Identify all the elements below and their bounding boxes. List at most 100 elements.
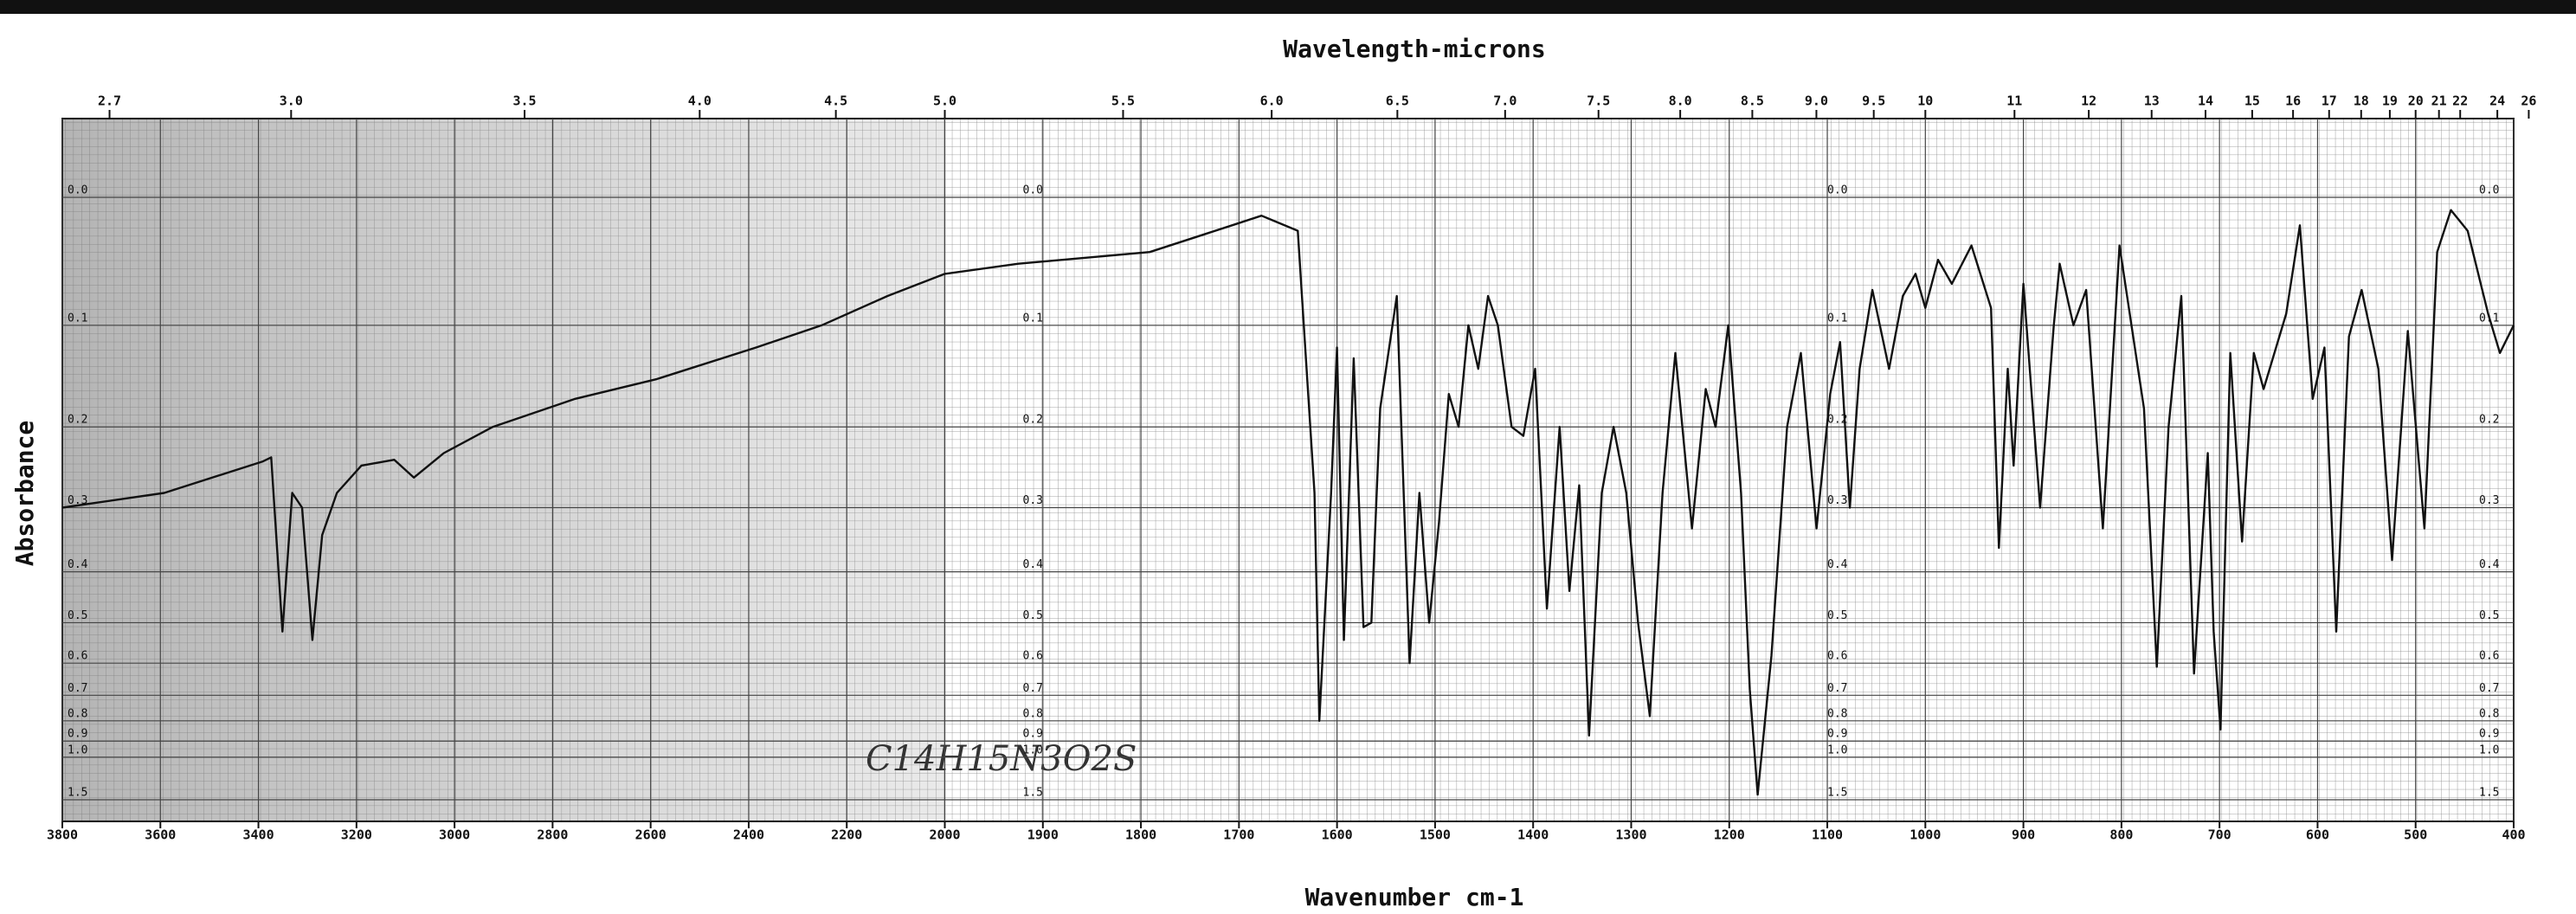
y-tick-label: 0.4 — [68, 558, 88, 571]
x2-tick-label: 18 — [2354, 93, 2369, 109]
x-tick-label: 1800 — [1125, 827, 1156, 843]
y-tick-label: 0.0 — [68, 184, 87, 197]
x2-tick-label: 26 — [2521, 93, 2536, 109]
y-tick-label: 0.1 — [68, 312, 87, 325]
x-tick-label: 2400 — [733, 827, 764, 843]
y-tick-label: 0.6 — [2479, 650, 2499, 663]
x-axis-title: Wavenumber cm-1 — [1305, 883, 1524, 911]
y-tick-label: 1.0 — [68, 743, 87, 756]
y-tick-label: 0.8 — [2479, 707, 2499, 720]
y-tick-label: 0.2 — [1827, 414, 1847, 427]
y-tick-label: 0.5 — [1023, 609, 1043, 622]
x-tick-label: 1700 — [1223, 827, 1254, 843]
x-tick-label: 1900 — [1027, 827, 1059, 843]
x-tick-label: 800 — [2109, 827, 2133, 843]
x-tick-label: 400 — [2502, 827, 2525, 843]
y-tick-label: 1.5 — [2479, 787, 2499, 800]
x-tick-label: 500 — [2404, 827, 2427, 843]
x-tick-label: 2600 — [635, 827, 667, 843]
y-tick-label: 0.0 — [1023, 184, 1043, 197]
x2-tick-label: 12 — [2081, 93, 2096, 109]
x2-tick-label: 14 — [2198, 93, 2213, 109]
x2-tick-label: 3.0 — [280, 93, 303, 109]
x-tick-label: 1300 — [1615, 827, 1646, 843]
y-tick-label: 1.0 — [1827, 743, 1847, 756]
y-tick-label: 0.6 — [1023, 650, 1043, 663]
y-tick-label: 0.2 — [1023, 414, 1043, 427]
x-tick-label: 1200 — [1714, 827, 1745, 843]
x-tick-label: 1100 — [1812, 827, 1843, 843]
x-tick-label: 1000 — [1909, 827, 1941, 843]
x-tick-label: 1600 — [1322, 827, 1353, 843]
y-tick-label: 0.2 — [2479, 414, 2499, 427]
y-tick-label: 0.9 — [2479, 728, 2499, 741]
y-tick-label: 0.8 — [1827, 707, 1847, 720]
x2-tick-label: 13 — [2144, 93, 2160, 109]
shading — [62, 119, 945, 821]
x2-tick-label: 19 — [2382, 93, 2398, 109]
x2-tick-label: 17 — [2322, 93, 2337, 109]
x2-tick-label: 4.0 — [688, 93, 712, 109]
x2-tick-label: 5.0 — [933, 93, 956, 109]
y-tick-label: 0.0 — [1827, 184, 1847, 197]
x2-tick-label: 16 — [2285, 93, 2301, 109]
y-tick-label: 0.1 — [1023, 312, 1043, 325]
y-tick-label: 0.8 — [1023, 707, 1043, 720]
x-tick-label: 2000 — [929, 827, 960, 843]
x-tick-label: 3600 — [145, 827, 176, 843]
y-tick-label: 1.5 — [1827, 787, 1847, 800]
y-tick-label: 0.9 — [1827, 728, 1847, 741]
x2-tick-label: 4.5 — [824, 93, 847, 109]
x2-tick-label: 22 — [2452, 93, 2468, 109]
x2-tick-label: 21 — [2431, 93, 2447, 109]
y-tick-label: 0.7 — [2479, 682, 2499, 695]
x2-tick-label: 7.0 — [1493, 93, 1517, 109]
y-tick-label: 0.1 — [1827, 312, 1847, 325]
y-tick-label: 0.9 — [68, 728, 87, 741]
y-tick-label: 0.9 — [1023, 728, 1043, 741]
x2-tick-label: 20 — [2408, 93, 2424, 109]
x2-tick-label: 15 — [2244, 93, 2260, 109]
x-tick-label: 2200 — [831, 827, 862, 843]
x2-tick-label: 11 — [2006, 93, 2022, 109]
x-tick-label: 1500 — [1420, 827, 1451, 843]
y-tick-label: 0.3 — [1827, 494, 1847, 507]
x2-tick-label: 9.0 — [1805, 93, 1828, 109]
x2-tick-label: 6.0 — [1260, 93, 1284, 109]
y-tick-label: 0.7 — [1023, 682, 1043, 695]
x-tick-label: 1400 — [1517, 827, 1549, 843]
x-tick-label: 700 — [2208, 827, 2231, 843]
y-tick-label: 1.0 — [2479, 743, 2499, 756]
x2-tick-label: 8.5 — [1741, 93, 1764, 109]
y-tick-label: 0.4 — [1827, 558, 1848, 571]
y-tick-label: 0.3 — [2479, 494, 2499, 507]
y-tick-label: 0.4 — [1023, 558, 1044, 571]
x-tick-label: 3000 — [439, 827, 470, 843]
y-tick-label: 0.6 — [68, 650, 87, 663]
x-tick-label: 3200 — [341, 827, 372, 843]
y-tick-label: 0.7 — [1827, 682, 1847, 695]
y-tick-label: 1.5 — [68, 787, 87, 800]
y-tick-label: 0.5 — [68, 609, 87, 622]
y-tick-label: 0.8 — [68, 707, 87, 720]
y-tick-label: 0.3 — [1023, 494, 1043, 507]
x2-tick-label: 24 — [2489, 93, 2505, 109]
x-tick-label: 900 — [2012, 827, 2035, 843]
top-border — [0, 0, 2576, 14]
y-axis-title: Absorbance — [10, 421, 39, 567]
top-axis-title: Wavelength-microns — [1283, 35, 1545, 63]
x-tick-label: 3800 — [47, 827, 78, 843]
x-tick-label: 3400 — [242, 827, 274, 843]
spectrum-line — [61, 209, 2515, 796]
y-tick-label: 0.5 — [2479, 609, 2499, 622]
x2-tick-label: 7.5 — [1587, 93, 1610, 109]
x2-tick-label: 6.5 — [1386, 93, 1409, 109]
y-tick-label: 0.5 — [1827, 609, 1847, 622]
x2-tick-label: 10 — [1917, 93, 1933, 109]
formula-annotation: C14H15N3O2S — [866, 739, 1137, 779]
y-tick-label: 1.5 — [1023, 787, 1043, 800]
x2-tick-label: 9.5 — [1862, 93, 1885, 109]
x2-tick-label: 5.5 — [1111, 93, 1135, 109]
x2-tick-label: 8.0 — [1669, 93, 1692, 109]
